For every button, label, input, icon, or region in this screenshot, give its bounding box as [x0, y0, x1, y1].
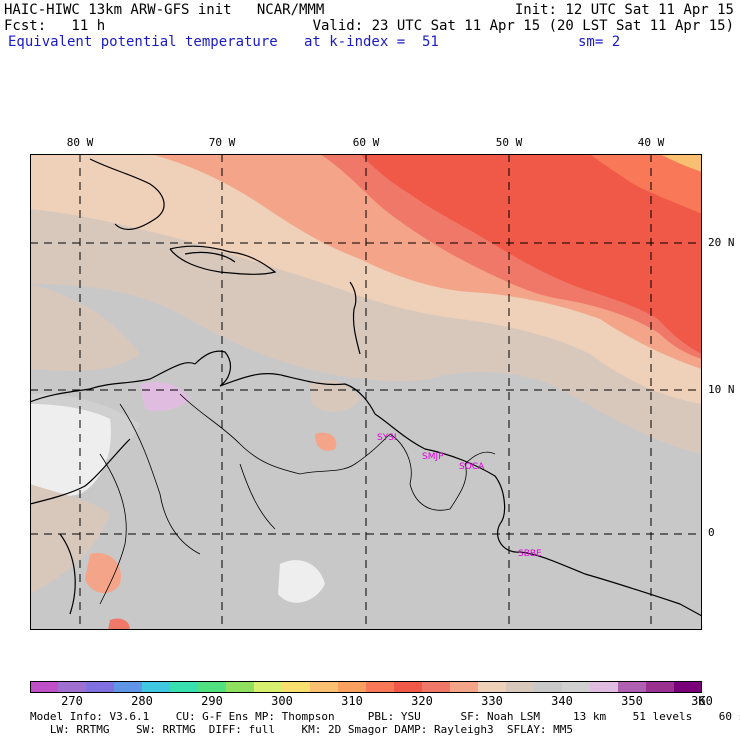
- colorbar-cell: [58, 681, 87, 693]
- colorbar: [30, 681, 702, 693]
- station-soca: SOCA: [459, 462, 485, 472]
- colorbar-tick-label: 270: [61, 694, 83, 708]
- country-borders: [99, 393, 496, 605]
- colorbar-cell: [310, 681, 339, 693]
- colorbar-tick-label: 310: [341, 694, 363, 708]
- station-smjp: SMJP: [422, 452, 444, 462]
- colorbar-unit: K: [698, 694, 706, 708]
- level-label: at k-index = 51: [304, 34, 439, 50]
- model-info-line2: LW: RRTMG SW: RRTMG DIFF: full KM: 2D Sm…: [30, 723, 574, 736]
- colorbar-cell: [506, 681, 535, 693]
- colorbar-tick-label: 290: [201, 694, 223, 708]
- lon-label-70w: 70 W: [208, 136, 236, 149]
- colorbar-cell: [142, 681, 171, 693]
- colorbar-cell: [534, 681, 563, 693]
- lat-lon-grid: [30, 154, 702, 630]
- model-title: HAIC-HIWC 13km ARW-GFS init NCAR/MMM: [4, 2, 325, 18]
- forecast-hour: Fcst: 11 h: [4, 18, 106, 34]
- colorbar-tick-label: 320: [411, 694, 433, 708]
- lon-label-50w: 50 W: [495, 136, 523, 149]
- colorbar-tick-label: 340: [551, 694, 573, 708]
- colorbar-tick-label: 300: [271, 694, 293, 708]
- colorbar-tick-label: 280: [131, 694, 153, 708]
- station-sysi: SYSI: [377, 433, 397, 443]
- colorbar-cell: [450, 681, 479, 693]
- smoothing-label: sm= 2: [578, 34, 621, 50]
- colorbar-tick-label: 350: [621, 694, 643, 708]
- colorbar-cell: [366, 681, 395, 693]
- colorbar-cell: [478, 681, 507, 693]
- lat-label-20n: 20 N: [708, 236, 735, 249]
- colorbar-cell: [338, 681, 367, 693]
- theta-e-field: [30, 154, 702, 630]
- lon-label-60w: 60 W: [352, 136, 380, 149]
- model-info-line1: Model Info: V3.6.1 CU: G-F Ens MP: Thomp…: [30, 710, 740, 723]
- colorbar-cell: [394, 681, 423, 693]
- colorbar-cell: [30, 681, 59, 693]
- lat-label-0: 0: [708, 526, 715, 539]
- lat-label-10n: 10 N: [708, 383, 735, 396]
- colorbar-cell: [590, 681, 619, 693]
- colorbar-cell: [422, 681, 451, 693]
- lon-label-80w: 80 W: [66, 136, 94, 149]
- field-name: Equivalent potential temperature: [8, 34, 278, 50]
- lon-label-40w: 40 W: [637, 136, 665, 149]
- colorbar-cell: [618, 681, 647, 693]
- coastlines: [30, 158, 702, 617]
- colorbar-cell: [282, 681, 311, 693]
- colorbar-cell: [114, 681, 143, 693]
- colorbar-tick-label: 360: [691, 694, 713, 708]
- map-frame: [30, 154, 702, 630]
- theta-e-map: SYSI SMJP SOCA SBBE: [30, 154, 702, 630]
- station-sbbe: SBBE: [518, 549, 542, 559]
- colorbar-cell: [86, 681, 115, 693]
- colorbar-tick-label: 330: [481, 694, 503, 708]
- init-time: Init: 12 UTC Sat 11 Apr 15: [514, 2, 734, 18]
- colorbar-cell: [170, 681, 199, 693]
- station-labels: SYSI SMJP SOCA SBBE: [377, 433, 542, 559]
- colorbar-cell: [674, 681, 702, 693]
- colorbar-cell: [254, 681, 283, 693]
- colorbar-cell: [646, 681, 675, 693]
- colorbar-cell: [198, 681, 227, 693]
- colorbar-cell: [562, 681, 591, 693]
- valid-time: Valid: 23 UTC Sat 11 Apr 15 (20 LST Sat …: [312, 18, 734, 34]
- colorbar-cell: [226, 681, 255, 693]
